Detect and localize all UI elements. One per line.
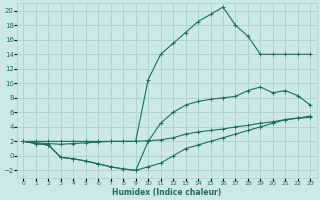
X-axis label: Humidex (Indice chaleur): Humidex (Indice chaleur) [112,188,221,197]
